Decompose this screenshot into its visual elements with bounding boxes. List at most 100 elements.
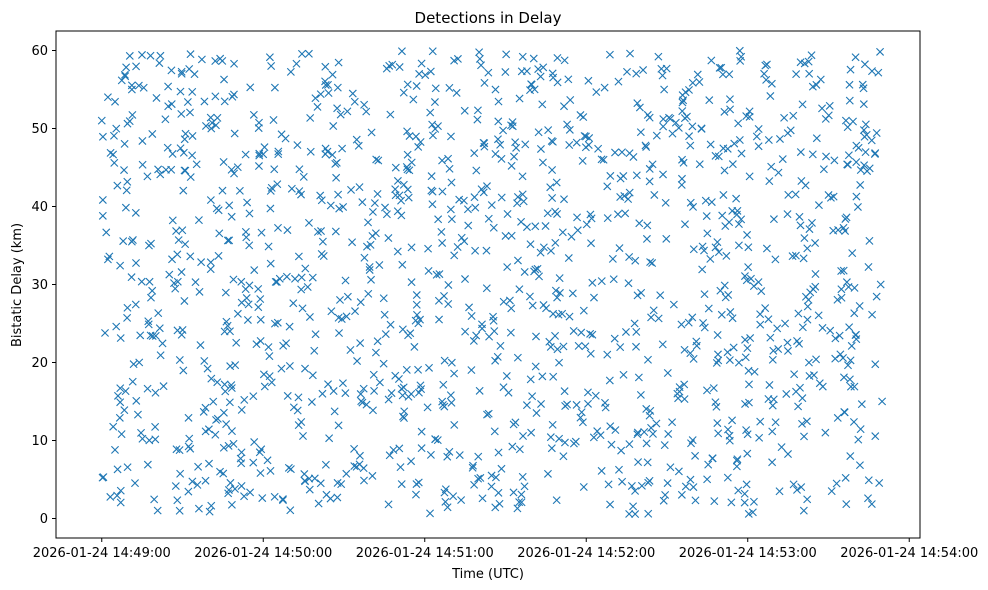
detection-point bbox=[395, 63, 404, 72]
detection-point bbox=[211, 92, 220, 101]
detection-point bbox=[647, 313, 656, 322]
detection-point bbox=[283, 226, 292, 235]
detection-point bbox=[264, 242, 273, 251]
detection-point bbox=[647, 423, 656, 432]
detection-point bbox=[852, 192, 861, 201]
detection-point bbox=[470, 193, 479, 202]
detection-point bbox=[826, 326, 835, 335]
detection-point bbox=[116, 498, 125, 507]
detection-point bbox=[812, 134, 821, 143]
detection-point bbox=[548, 193, 557, 202]
detection-point bbox=[771, 418, 780, 427]
detection-point bbox=[812, 355, 821, 364]
detection-point bbox=[402, 365, 411, 374]
detection-point bbox=[532, 332, 540, 341]
detection-point bbox=[617, 446, 626, 455]
detection-point bbox=[560, 102, 568, 111]
detection-point bbox=[414, 478, 423, 487]
detection-point bbox=[246, 488, 255, 497]
detection-point bbox=[809, 285, 818, 294]
detection-point bbox=[553, 209, 562, 218]
detection-point bbox=[517, 498, 526, 507]
detection-point bbox=[842, 500, 851, 509]
detection-point bbox=[684, 318, 693, 327]
detection-point bbox=[645, 164, 654, 173]
detection-point bbox=[155, 324, 164, 333]
detection-point bbox=[599, 155, 608, 164]
detection-point bbox=[581, 132, 590, 141]
detection-point bbox=[605, 50, 614, 59]
detection-point bbox=[794, 309, 803, 318]
detection-point bbox=[249, 458, 258, 467]
detection-point bbox=[237, 481, 246, 490]
detection-point bbox=[250, 438, 259, 447]
detection-point bbox=[631, 486, 640, 495]
detection-point bbox=[469, 461, 478, 470]
detection-point bbox=[723, 473, 732, 482]
detection-point bbox=[316, 479, 325, 488]
detection-point bbox=[795, 212, 804, 221]
detection-point bbox=[713, 419, 722, 428]
detection-point bbox=[417, 444, 426, 453]
detection-point bbox=[764, 315, 773, 324]
detection-point bbox=[749, 497, 758, 506]
detection-point bbox=[450, 251, 459, 260]
detection-point bbox=[317, 227, 326, 236]
detection-point bbox=[179, 186, 188, 195]
detection-point bbox=[852, 158, 861, 167]
detection-point bbox=[555, 288, 564, 297]
detection-point bbox=[695, 78, 704, 87]
detection-point bbox=[746, 334, 755, 343]
detection-point bbox=[353, 357, 362, 366]
chart-title: Detections in Delay bbox=[415, 9, 562, 27]
detection-point bbox=[502, 372, 511, 381]
detection-point bbox=[579, 306, 588, 315]
detection-point bbox=[412, 300, 421, 309]
detection-point bbox=[786, 126, 795, 135]
detection-point bbox=[506, 328, 515, 337]
detection-point bbox=[265, 53, 274, 62]
detection-point bbox=[721, 293, 730, 302]
detection-point bbox=[559, 452, 568, 461]
detection-point bbox=[483, 410, 492, 419]
detection-point bbox=[128, 110, 137, 119]
detection-point bbox=[548, 165, 557, 174]
detection-point bbox=[732, 456, 741, 465]
detection-point bbox=[186, 252, 195, 261]
detection-point bbox=[240, 492, 249, 501]
detection-point bbox=[144, 241, 153, 250]
detection-point bbox=[872, 129, 881, 138]
detection-point bbox=[123, 119, 132, 128]
detection-point bbox=[848, 249, 857, 258]
detection-point bbox=[273, 318, 282, 327]
detection-point bbox=[743, 449, 752, 458]
detection-point bbox=[237, 459, 246, 468]
detection-point bbox=[832, 479, 841, 488]
detection-point bbox=[192, 160, 201, 169]
detection-point bbox=[211, 430, 220, 439]
detection-point bbox=[235, 186, 244, 195]
detection-point bbox=[835, 331, 844, 340]
detection-point bbox=[745, 172, 754, 181]
detection-point bbox=[370, 386, 379, 395]
detection-point bbox=[227, 381, 236, 390]
detection-point bbox=[515, 445, 524, 454]
detection-point bbox=[645, 476, 654, 485]
detection-point bbox=[176, 469, 185, 478]
detection-point bbox=[493, 352, 502, 361]
detection-point bbox=[407, 278, 416, 287]
detection-point bbox=[830, 156, 839, 165]
detection-point bbox=[662, 234, 671, 243]
detection-point bbox=[256, 469, 265, 478]
detection-point bbox=[841, 473, 850, 482]
detection-point bbox=[414, 142, 423, 151]
detection-point bbox=[116, 486, 125, 495]
detection-point bbox=[608, 254, 617, 263]
detection-point bbox=[756, 417, 765, 426]
detection-point bbox=[355, 183, 364, 192]
detection-point bbox=[123, 303, 132, 312]
detection-point bbox=[839, 373, 848, 382]
detection-point bbox=[201, 476, 210, 485]
detection-point bbox=[852, 141, 861, 150]
detection-point bbox=[229, 90, 238, 99]
